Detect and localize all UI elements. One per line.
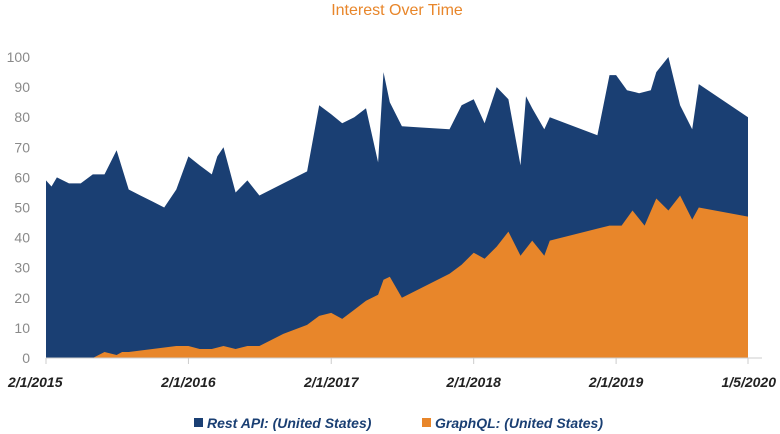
legend-rest-api-label: Rest API: (United States) <box>207 415 372 431</box>
y-tick-label: 60 <box>14 169 30 185</box>
y-tick-label: 70 <box>14 139 30 155</box>
legend-graphql-swatch <box>422 418 431 427</box>
legend: Rest API: (United States) GraphQL: (Unite… <box>194 415 603 431</box>
y-tick-label: 90 <box>14 79 30 95</box>
x-tick-label: 2/1/2016 <box>160 374 216 390</box>
x-tick-label: 2/1/2018 <box>445 374 501 390</box>
x-tick-label: 2/1/2017 <box>303 374 360 390</box>
y-axis: 0 10 20 30 40 50 60 70 80 90 100 <box>7 49 31 366</box>
y-tick-label: 80 <box>14 109 30 125</box>
y-tick-label: 30 <box>14 260 30 276</box>
x-tick-label: 1/5/2020 <box>722 374 777 390</box>
plot-area <box>46 57 748 358</box>
x-axis: 2/1/2015 2/1/2016 2/1/2017 2/1/2018 2/1/2019… <box>7 357 777 390</box>
y-tick-label: 10 <box>14 320 30 336</box>
chart-title: Interest Over Time <box>331 2 463 19</box>
x-tick-label: 2/1/2019 <box>588 374 644 390</box>
legend-graphql-label: GraphQL: (United States) <box>435 415 603 431</box>
y-tick-label: 100 <box>7 49 31 65</box>
legend-rest-api-swatch <box>194 418 203 427</box>
graphql-area <box>46 195 748 358</box>
y-tick-label: 40 <box>14 230 30 246</box>
y-tick-label: 20 <box>14 290 30 306</box>
x-tick-label: 2/1/2015 <box>7 374 63 390</box>
y-tick-label: 50 <box>14 200 30 216</box>
y-tick-label: 0 <box>22 350 30 366</box>
